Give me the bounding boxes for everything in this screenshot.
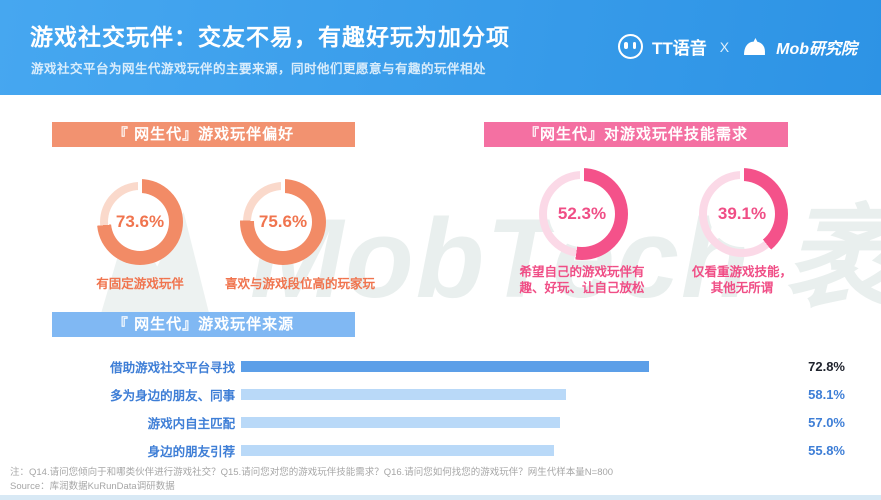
- bar-value-label: 57.0%: [808, 414, 845, 430]
- brand-logos: TT语音 X Mob研究院: [617, 34, 857, 59]
- page-title: 游戏社交玩伴：交友不易，有趣好玩为加分项: [30, 24, 510, 50]
- bar-category-label: 身边的朋友引荐: [147, 444, 236, 459]
- donut-hole: [549, 181, 615, 247]
- bar-fill: [241, 388, 567, 400]
- donut-value: 73.6%: [115, 212, 165, 231]
- mob-bird-icon: [744, 37, 766, 56]
- donut-value: 39.1%: [717, 204, 767, 223]
- brand-separator: X: [719, 38, 730, 55]
- donut-fun-playmates: 52.3%: [536, 166, 628, 260]
- bar-row: 多为身边的朋友、同事 58.1%: [55, 380, 845, 408]
- donut-hole: [254, 193, 312, 251]
- donut-notch: [281, 177, 285, 195]
- donut-label: 希望自己的游戏玩伴有趣、好玩、让自己放松: [519, 265, 645, 295]
- footer-note-line: 注：Q14.请问您倾向于和哪类伙伴进行游戏社交？Q15.请问您对您的游戏玩伴技能…: [10, 467, 614, 478]
- bar-track: [241, 416, 801, 428]
- donut-value: 52.3%: [557, 204, 607, 223]
- bar-row: 身边的朋友引荐 55.8%: [55, 436, 845, 464]
- bar-category-label: 游戏内自主匹配: [147, 416, 236, 431]
- donut-fixed-playmates: 73.6%: [97, 177, 183, 265]
- bar-row: 借助游戏社交平台寻找 72.8%: [55, 352, 845, 380]
- donut-label: 有固定游戏玩伴: [96, 277, 184, 291]
- page-subtitle: 游戏社交平台为网生代游戏玩伴的主要来源，同时他们更愿意与有趣的玩伴相处: [31, 62, 487, 76]
- bar-fill: [241, 416, 561, 428]
- tt-voice-logo-text: TT语音: [651, 39, 707, 58]
- footer-source-line: Source：库润数据KuRunData调研数据: [10, 481, 175, 492]
- donut-value: 75.6%: [258, 212, 308, 231]
- bar-fill: [241, 444, 554, 456]
- footer-notes: 注：Q14.请问您倾向于和哪类伙伴进行游戏社交？Q15.请问您对您的游戏玩伴技能…: [10, 466, 613, 494]
- bar-value-label: 58.1%: [808, 386, 845, 402]
- header-band: 游戏社交玩伴：交友不易，有趣好玩为加分项 游戏社交平台为网生代游戏玩伴的主要来源…: [0, 0, 881, 95]
- section-banner-preference: 『 网生代』游戏玩伴偏好: [52, 122, 355, 147]
- donut-skill-only: 39.1%: [696, 166, 788, 260]
- bar-track: [241, 360, 801, 372]
- donut-notch: [138, 177, 142, 195]
- bar-category-label: 借助游戏社交平台寻找: [110, 360, 236, 375]
- section-banner-skill: 『网生代』对游戏玩伴技能需求: [484, 122, 788, 147]
- donut-notch: [580, 166, 584, 184]
- bar-category-label: 多为身边的朋友、同事: [110, 388, 236, 403]
- bar-track: [241, 444, 801, 456]
- playmate-source-bar-chart: 借助游戏社交平台寻找 72.8% 多为身边的朋友、同事 58.1% 游戏内自主匹…: [55, 352, 845, 464]
- bar-row: 游戏内自主匹配 57.0%: [55, 408, 845, 436]
- bottom-strip: [0, 495, 881, 500]
- section-banner-source: 『 网生代』游戏玩伴来源: [52, 312, 355, 337]
- bar-track: [241, 388, 801, 400]
- mob-institute-logo-text: Mob研究院: [776, 40, 857, 58]
- bar-fill: [241, 360, 649, 372]
- donut-label: 仅看重游戏技能，其他无所谓: [691, 265, 792, 295]
- tt-voice-smiley-icon: [617, 34, 643, 59]
- donut-notch: [740, 166, 744, 184]
- donut-hole: [709, 181, 775, 247]
- bar-value-label: 55.8%: [808, 442, 845, 458]
- donut-hole: [111, 193, 169, 251]
- bar-value-label: 72.8%: [808, 358, 845, 374]
- donut-high-rank-preference: 75.6%: [240, 177, 326, 265]
- donut-label: 喜欢与游戏段位高的玩家玩: [224, 277, 375, 291]
